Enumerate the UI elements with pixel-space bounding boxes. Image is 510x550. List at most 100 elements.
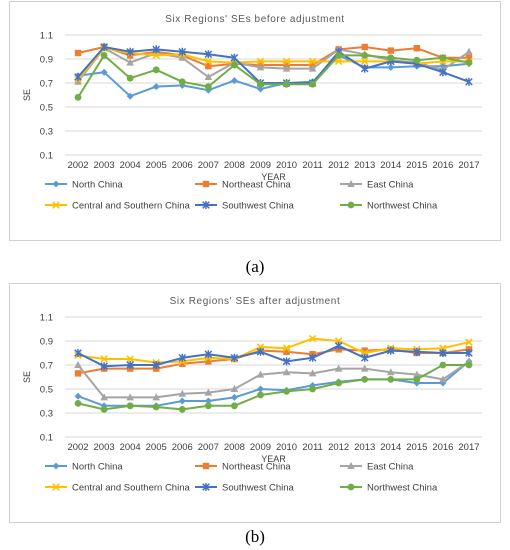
chart-b-xtick-label: 2014 bbox=[380, 442, 401, 453]
chart-a-series-northwest-china-point bbox=[465, 59, 473, 66]
chart-b-ytick-label: 1.1 bbox=[40, 313, 53, 324]
chart-a-series-north-china-point bbox=[230, 77, 238, 85]
chart-b-ylabel: SE bbox=[22, 371, 32, 383]
chart-a-series-southwest-china-point bbox=[178, 47, 187, 56]
chart-b-legend-item-northwest-china: Northwest China bbox=[340, 483, 438, 494]
chart-b-series-northwest-china-point bbox=[74, 400, 82, 407]
chart-b-legend-swatch-marker bbox=[347, 483, 355, 491]
chart-a-series-northeast-china-point bbox=[74, 49, 82, 57]
chart-b-xtick-label: 2011 bbox=[302, 442, 322, 453]
chart-b-legend-item-north-china: North China bbox=[45, 462, 123, 473]
chart-b-series-southwest-china-point bbox=[74, 349, 82, 357]
chart-b-series-southwest-china-point bbox=[126, 361, 134, 369]
chart-b-series-northwest-china bbox=[74, 361, 473, 413]
chart-a-series-northwest-china-point bbox=[100, 52, 108, 59]
chart-b-xtick-label: 2002 bbox=[67, 442, 88, 453]
chart-b-series-northwest-china-point bbox=[335, 379, 343, 387]
chart-b-series-central-and-southern-china-point bbox=[100, 355, 108, 363]
chart-b-series-central-and-southern-china-point bbox=[126, 355, 134, 363]
chart-a-xtick-label: 2011 bbox=[302, 160, 322, 171]
chart-a-xtick-label: 2007 bbox=[198, 160, 219, 171]
chart-b-legend-label: Central and Southern China bbox=[72, 483, 190, 494]
chart-panel-b: Six Regions' SEs after adjustment 0.1 0.3 0… bbox=[9, 283, 501, 523]
chart-b-series-southwest-china bbox=[74, 341, 473, 371]
chart-b-legend-swatch-marker bbox=[52, 483, 60, 491]
chart-a-xtick-label: 2003 bbox=[94, 160, 115, 171]
chart-a-series-southwest-china-point bbox=[230, 53, 239, 62]
chart-a-xtick-label: 2009 bbox=[250, 160, 271, 171]
chart-a-series-north-china-point bbox=[256, 85, 264, 93]
chart-b-series-northwest-china-point bbox=[283, 388, 290, 395]
chart-b-xtick-label: 2007 bbox=[198, 442, 219, 453]
chart-b-series-east-china-point bbox=[74, 361, 82, 368]
chart-b-series-central-and-southern-china-point bbox=[465, 338, 473, 346]
chart-panel-a: Six Regions' SEs before adjustment 0.1 0.3… bbox=[9, 1, 501, 241]
chart-b-series-southwest-china-point bbox=[152, 361, 161, 369]
chart-a-xtick-label: 2004 bbox=[120, 160, 141, 171]
chart-a-series-central-and-southern-china-point bbox=[282, 57, 291, 66]
chart-b-series-northeast-china-point bbox=[205, 358, 212, 365]
chart-a-series-northwest-china-point bbox=[204, 83, 212, 90]
chart-b-series-east-china-point bbox=[100, 393, 108, 401]
chart-a-series-northeast-china-point bbox=[205, 63, 212, 70]
chart-b-series-northwest-china-point bbox=[413, 376, 421, 383]
chart-a-series-east-china-point bbox=[256, 63, 265, 71]
chart-b-legend-label: Northwest China bbox=[367, 483, 438, 494]
chart-a-series-southwest-china-point bbox=[360, 64, 369, 73]
caption-b: (b) bbox=[245, 527, 265, 546]
chart-b-series-east-china-point bbox=[308, 369, 317, 377]
chart-b-series-northwest-china-point bbox=[257, 391, 264, 399]
chart-b-title: Six Regions' SEs after adjustment bbox=[170, 296, 341, 307]
chart-b-ytick-label: 0.1 bbox=[40, 433, 53, 444]
chart-b-legend-swatch-marker bbox=[202, 462, 210, 470]
chart-a-series-north-china-line bbox=[77, 54, 470, 98]
chart-a-legend-swatch-marker bbox=[52, 201, 60, 209]
chart-a-series-east-china-point bbox=[282, 64, 291, 72]
chart-a-legend-label: Northeast China bbox=[222, 180, 291, 191]
chart-a-series-northwest-china-point bbox=[257, 80, 264, 88]
chart-a-series-northwest-china-point bbox=[309, 80, 316, 88]
chart-a-series-northwest-china-point bbox=[361, 52, 369, 59]
chart-a-series-north-china-point bbox=[100, 68, 108, 76]
chart-b-series-northwest-china-point bbox=[309, 385, 316, 393]
chart-b-xtick-label: 2013 bbox=[354, 442, 375, 453]
chart-b-legend-swatch-marker bbox=[202, 483, 210, 491]
chart-a-ytick-label: 0.7 bbox=[40, 79, 53, 90]
chart-a-series-southwest-china-point bbox=[152, 45, 161, 54]
chart-b-xtick-label: 2012 bbox=[328, 442, 349, 453]
chart-b-legend-item-southwest-china: Southwest China bbox=[195, 483, 295, 494]
chart-b-xtick-label: 2016 bbox=[432, 442, 453, 453]
chart-b-legend-swatch-marker bbox=[347, 462, 355, 469]
chart-a-series-southwest-china-point bbox=[126, 47, 134, 56]
chart-b-series-southwest-china-line bbox=[77, 344, 469, 368]
chart-b-xtick-label: 2004 bbox=[120, 442, 141, 453]
chart-b-xlabel: YEAR bbox=[261, 454, 286, 464]
chart-b-series-southwest-china-point bbox=[230, 353, 239, 362]
chart-b-series-central-and-southern-china-line bbox=[77, 337, 470, 364]
chart-a-legend-label: East China bbox=[367, 180, 414, 191]
chart-b-xtick-label: 2010 bbox=[276, 442, 297, 453]
chart-b-series-central-and-southern-china-point bbox=[282, 344, 291, 352]
chart-b-series-southwest-china-point bbox=[178, 353, 187, 362]
chart-b-series-southwest-china-point bbox=[308, 353, 317, 362]
chart-b-xtick-label: 2005 bbox=[146, 442, 167, 453]
chart-b-series-southwest-china-point bbox=[360, 353, 369, 362]
chart-a-xtick-label: 2002 bbox=[67, 160, 88, 171]
chart-a-legend-item-east-china: East China bbox=[340, 180, 414, 191]
chart-a-xtick-label: 2016 bbox=[432, 160, 453, 171]
chart-b-series-northwest-china-point bbox=[100, 406, 108, 413]
chart-a-xtick-label: 2008 bbox=[224, 160, 245, 171]
chart-b-xtick-label: 2008 bbox=[224, 442, 245, 453]
chart-a-series-east-china-point bbox=[178, 53, 187, 61]
chart-b-series-northwest-china-point bbox=[361, 376, 369, 383]
chart-a-series-northwest-china-point bbox=[126, 74, 134, 82]
chart-a-series-northwest-china-point bbox=[387, 54, 395, 62]
chart-b-series-northeast-china-point bbox=[179, 360, 186, 367]
chart-b-ytick-label: 0.7 bbox=[40, 361, 53, 372]
chart-a-ytick-label: 1.1 bbox=[40, 31, 53, 42]
chart-b-series-northwest-china-point bbox=[126, 402, 134, 410]
chart-b-series-central-and-southern-china-point bbox=[308, 334, 317, 343]
chart-a-series-north-china-point bbox=[387, 63, 395, 71]
chart-b-series-northwest-china-point bbox=[231, 402, 238, 410]
chart-b-series-east-china-point bbox=[126, 393, 134, 401]
